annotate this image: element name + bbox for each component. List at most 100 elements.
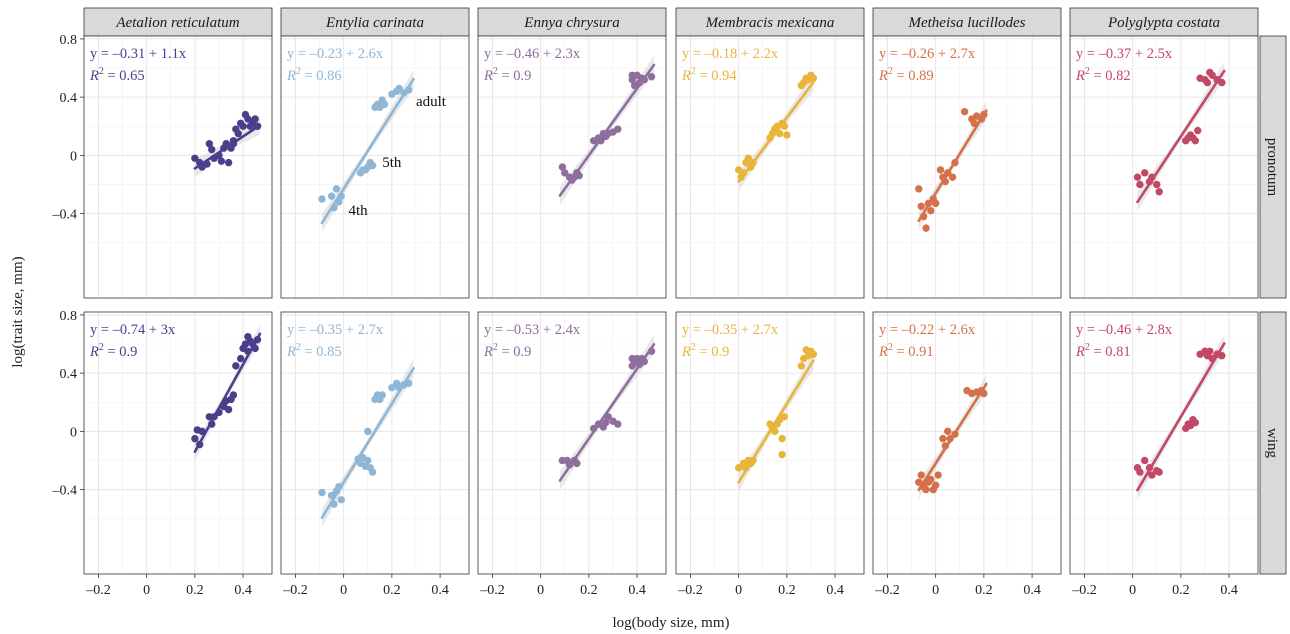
- data-point: [980, 110, 988, 119]
- data-point: [809, 350, 818, 358]
- data-point: [224, 405, 233, 414]
- data-point: [780, 122, 789, 130]
- x-tick-label: –0.2: [282, 583, 308, 598]
- data-point: [944, 169, 952, 177]
- panel-border: [280, 311, 470, 575]
- data-point: [941, 442, 950, 450]
- y-tick-label: 0.4: [60, 91, 78, 106]
- data-point: [1155, 468, 1163, 476]
- x-tick-label: –0.2: [479, 583, 505, 598]
- equation-label: y = –0.53 + 2.4x: [484, 322, 581, 338]
- data-point: [337, 496, 345, 504]
- data-point: [1191, 418, 1200, 427]
- x-tick-label: –0.2: [874, 583, 900, 598]
- data-point: [734, 464, 743, 472]
- data-point: [778, 450, 786, 459]
- equation-label: y = –0.46 + 2.3x: [484, 46, 581, 62]
- data-point: [335, 482, 343, 491]
- x-axis-title: log(body size, mm): [612, 615, 729, 631]
- data-point: [927, 206, 935, 215]
- data-point: [364, 456, 372, 465]
- data-point: [224, 158, 233, 167]
- x-tick-label: 0.4: [431, 583, 449, 598]
- data-point: [931, 199, 940, 208]
- data-point: [234, 129, 242, 138]
- x-tick-label: 0.2: [186, 583, 204, 598]
- data-point: [927, 475, 935, 484]
- data-point: [335, 198, 343, 206]
- data-point: [742, 464, 750, 472]
- data-point: [337, 192, 345, 200]
- panel-background: [1070, 36, 1258, 298]
- data-point: [405, 86, 413, 94]
- data-point: [195, 440, 204, 449]
- data-point: [1208, 71, 1216, 80]
- data-point: [614, 125, 622, 133]
- x-tick-label: 0.4: [1023, 583, 1041, 598]
- panel-border: [675, 35, 865, 299]
- data-point: [1148, 471, 1156, 479]
- data-point: [948, 173, 957, 181]
- r-squared-label: R2 = 0.86: [286, 66, 342, 84]
- y-tick-label: 0.8: [60, 309, 78, 324]
- panel-border: [1069, 311, 1259, 575]
- data-point: [924, 199, 933, 208]
- data-point: [251, 344, 259, 353]
- data-point: [602, 418, 610, 427]
- data-point: [208, 145, 216, 154]
- stage-annotation: 4th: [348, 203, 368, 219]
- data-point: [797, 362, 806, 370]
- r-squared-label: R2 = 0.9: [89, 342, 137, 360]
- r-squared-label: R2 = 0.89: [878, 66, 934, 84]
- panel-border: [675, 311, 865, 575]
- y-tick-label: 0: [70, 149, 77, 164]
- data-point: [244, 347, 252, 355]
- data-point: [1194, 126, 1202, 135]
- x-tick-label: 0.4: [826, 583, 844, 598]
- data-point: [1203, 78, 1212, 87]
- data-point: [931, 481, 940, 489]
- y-tick-label: 0.8: [60, 33, 78, 48]
- r-squared-label: R2 = 0.91: [878, 342, 934, 360]
- panel-border: [83, 35, 273, 299]
- facet-strip: [280, 7, 470, 37]
- panel-background: [676, 312, 864, 574]
- x-tick-label: 0.2: [1172, 583, 1190, 598]
- row-strip-label: wing: [1264, 428, 1280, 459]
- data-point: [327, 192, 336, 200]
- data-point: [222, 140, 230, 148]
- data-point: [922, 224, 930, 232]
- equation-label: y = –0.22 + 2.6x: [879, 322, 976, 338]
- row-strip-label: pronotum: [1264, 138, 1280, 197]
- data-point: [198, 427, 206, 436]
- data-point: [229, 140, 238, 148]
- data-point: [378, 391, 386, 399]
- data-point: [368, 468, 377, 476]
- panel-background: [84, 36, 272, 298]
- panel-border: [83, 311, 273, 575]
- x-tick-label: 0.4: [234, 583, 252, 598]
- data-point: [915, 478, 923, 486]
- equation-label: y = –0.31 + 1.1x: [90, 46, 187, 62]
- data-point: [980, 389, 988, 398]
- data-point: [946, 434, 954, 443]
- data-point: [934, 471, 942, 479]
- data-point: [1136, 180, 1144, 189]
- data-point: [944, 427, 952, 436]
- data-point: [939, 434, 947, 443]
- panel-background: [873, 312, 1061, 574]
- data-point: [251, 115, 259, 123]
- y-tick-label: 0: [70, 425, 77, 440]
- x-tick-label: 0: [340, 583, 347, 598]
- x-tick-label: 0.2: [778, 583, 796, 598]
- x-tick-label: 0.4: [1220, 583, 1238, 598]
- r-squared-label: R2 = 0.85: [286, 342, 342, 360]
- panel-background: [873, 36, 1061, 298]
- data-point: [951, 430, 959, 438]
- row-strip: [1259, 311, 1287, 575]
- x-tick-label: 0: [143, 583, 150, 598]
- panel-border: [1069, 35, 1259, 299]
- equation-label: y = –0.37 + 2.5x: [1076, 46, 1173, 62]
- equation-label: y = –0.35 + 2.7x: [682, 322, 779, 338]
- data-point: [380, 100, 389, 109]
